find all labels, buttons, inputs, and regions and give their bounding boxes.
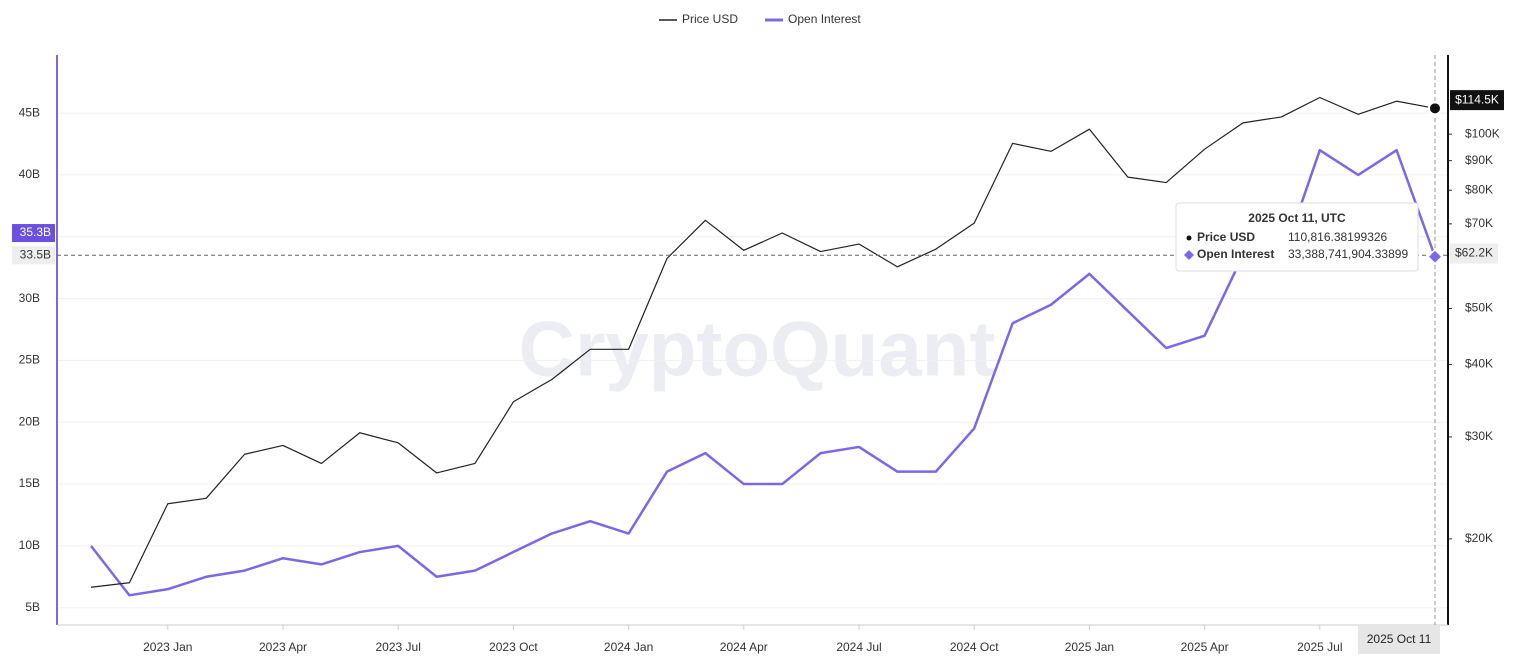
last-y2-label-box (1450, 90, 1504, 111)
series-line (90, 148, 1437, 597)
y2-tick-label: $100K (1465, 126, 1500, 140)
crosshair-y2-label-box (1450, 243, 1498, 264)
tooltip-name: Open Interest (1197, 247, 1274, 261)
legend-item[interactable]: Open Interest (765, 12, 861, 26)
legend-label: Open Interest (788, 12, 861, 26)
y-tick-label: 5B (25, 600, 40, 614)
crosshair-y-label-box (12, 246, 55, 265)
legend-item[interactable]: Price USD (659, 12, 738, 26)
x-tick-label: 2025 Jul (1297, 640, 1342, 654)
tooltip-title: 2025 Oct 11, UTC (1248, 211, 1346, 225)
crosshair-y2-label: $62.2K (1455, 246, 1493, 260)
tooltip (1175, 202, 1419, 272)
hover-diamond (1426, 248, 1444, 265)
crosshair-x-label: 2025 Oct 11 (1367, 632, 1432, 646)
y2-tick-label: $70K (1465, 216, 1493, 230)
y-tick-label: 20B (19, 414, 40, 428)
x-tick-label: 2023 Oct (489, 640, 538, 654)
y-tick-label: 15B (19, 476, 40, 490)
x-tick-label: 2023 Jul (376, 640, 421, 654)
x-tick-label: 2025 Apr (1181, 640, 1229, 654)
tooltip-value: 33,388,741,904.33899 (1288, 247, 1408, 261)
crosshair-x-label-box (1358, 626, 1440, 654)
hover-dot (1428, 101, 1442, 116)
x-tick-label: 2024 Jul (836, 640, 881, 654)
x-tick-label: 2024 Jan (604, 640, 653, 654)
x-tick-label: 2023 Apr (259, 640, 307, 654)
x-tick-label: 2024 Apr (720, 640, 768, 654)
legend-label: Price USD (682, 12, 738, 26)
series-line (90, 96, 1436, 588)
watermark: CryptoQuant (519, 305, 996, 393)
y2-tick-label: $40K (1465, 357, 1493, 371)
y2-tick-label: $30K (1465, 429, 1493, 443)
y2-tick-label: $90K (1465, 153, 1493, 167)
last-y2-label: $114.5K (1455, 92, 1499, 106)
y-tick-label: 30B (19, 291, 40, 305)
tooltip-icon (1186, 235, 1192, 241)
tooltip-value: 110,816.38199326 (1288, 230, 1388, 244)
tooltip-icon (1184, 250, 1194, 260)
y2-tick-label: $50K (1465, 301, 1493, 315)
last-y-label-box (12, 224, 55, 243)
y-tick-label: 40B (19, 167, 40, 181)
tooltip-name: Price USD (1197, 230, 1255, 244)
y2-tick-label: $20K (1465, 531, 1493, 545)
y-tick-label: 25B (19, 353, 40, 367)
last-y-label: 35.3B (20, 225, 51, 239)
x-tick-label: 2025 Jan (1065, 640, 1114, 654)
y-tick-label: 45B (19, 105, 40, 119)
x-tick-label: 2024 Oct (950, 640, 999, 654)
y2-tick-label: $80K (1465, 182, 1493, 196)
y-tick-label: 10B (19, 538, 40, 552)
x-tick-label: 2023 Jan (143, 640, 192, 654)
crosshair-y-label: 33.5B (20, 247, 51, 261)
